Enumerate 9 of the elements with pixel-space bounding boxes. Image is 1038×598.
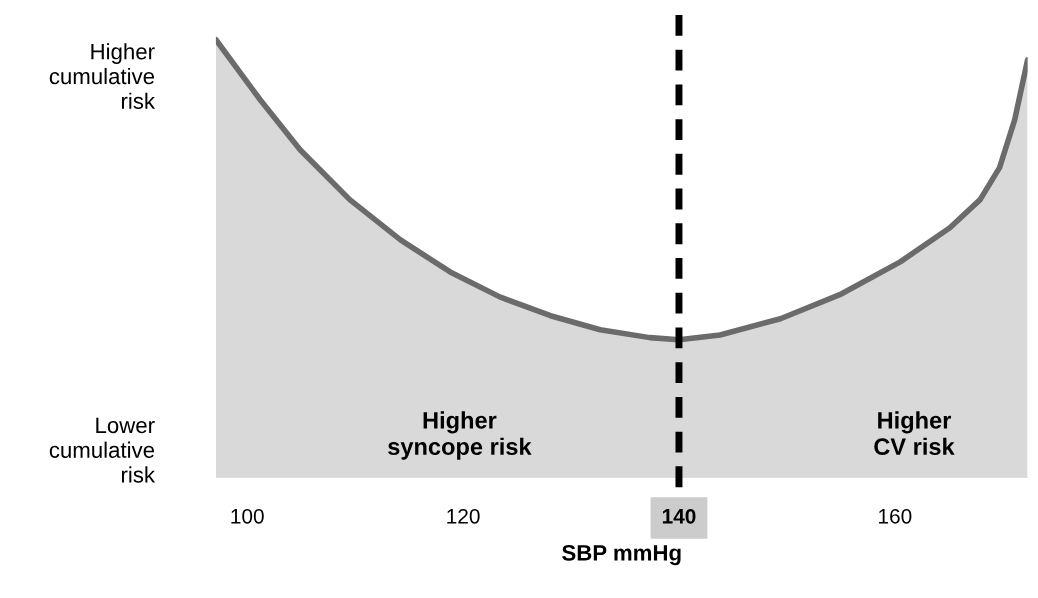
x-tick-label: 100 (231, 508, 264, 524)
text: Lower cumulative risk (49, 417, 156, 483)
x-axis-title: SBP mmHg (562, 544, 681, 566)
annotation: Higher CV risk (874, 411, 955, 456)
x-tick-label: 140 (662, 508, 696, 524)
x-tick-label: 120 (447, 508, 480, 524)
annotation: Higher syncope risk (388, 411, 532, 460)
x-tick-label: 160 (879, 508, 912, 524)
text: Higher cumulative risk (49, 43, 156, 109)
